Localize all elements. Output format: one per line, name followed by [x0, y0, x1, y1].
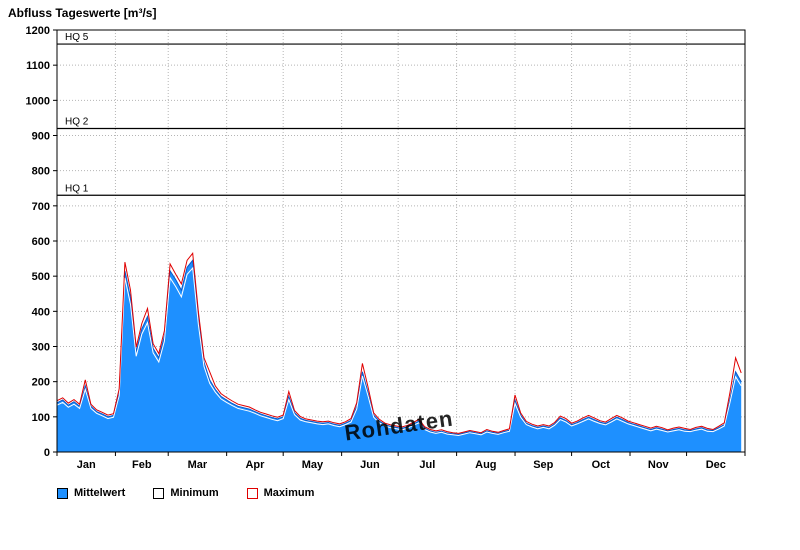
svg-text:200: 200: [32, 377, 50, 389]
svg-text:Dec: Dec: [706, 459, 726, 471]
legend-item-mittelwert: Mittelwert: [57, 487, 125, 499]
svg-text:900: 900: [32, 131, 50, 143]
svg-text:Oct: Oct: [592, 459, 611, 471]
svg-text:HQ 1: HQ 1: [65, 183, 89, 194]
mittelwert-swatch-icon: [57, 487, 68, 499]
svg-text:Jun: Jun: [360, 459, 380, 471]
svg-text:Aug: Aug: [475, 459, 496, 471]
svg-text:May: May: [302, 459, 324, 471]
svg-text:700: 700: [32, 201, 50, 213]
svg-text:Feb: Feb: [132, 459, 152, 471]
svg-text:500: 500: [32, 271, 50, 283]
svg-text:HQ 2: HQ 2: [65, 116, 89, 127]
svg-text:300: 300: [32, 342, 50, 354]
svg-text:800: 800: [32, 166, 50, 178]
legend-item-maximum: Maximum: [246, 487, 315, 499]
svg-text:Jan: Jan: [77, 459, 96, 471]
svg-text:HQ 5: HQ 5: [65, 32, 89, 43]
svg-text:100: 100: [32, 412, 50, 424]
minimum-swatch-icon: [153, 487, 165, 499]
svg-text:Sep: Sep: [533, 459, 553, 471]
chart-title: Abfluss Tageswerte [m³/s]: [8, 6, 157, 20]
svg-text:400: 400: [32, 306, 50, 318]
legend-label-mittelwert: Mittelwert: [74, 487, 126, 499]
svg-text:Nov: Nov: [648, 459, 670, 471]
legend-item-minimum: Minimum: [153, 487, 219, 499]
legend-label-maximum: Maximum: [263, 487, 315, 499]
svg-text:1000: 1000: [26, 95, 50, 107]
svg-text:Mar: Mar: [188, 459, 208, 471]
svg-text:Apr: Apr: [245, 459, 265, 471]
svg-text:Jul: Jul: [419, 459, 435, 471]
chart-legend: Mittelwert Minimum Maximum: [57, 487, 314, 499]
legend-label-minimum: Minimum: [170, 487, 219, 499]
maximum-swatch-icon: [246, 487, 258, 499]
svg-text:1200: 1200: [26, 25, 50, 37]
svg-text:600: 600: [32, 236, 50, 248]
svg-text:1100: 1100: [26, 60, 50, 72]
svg-text:0: 0: [44, 447, 50, 459]
